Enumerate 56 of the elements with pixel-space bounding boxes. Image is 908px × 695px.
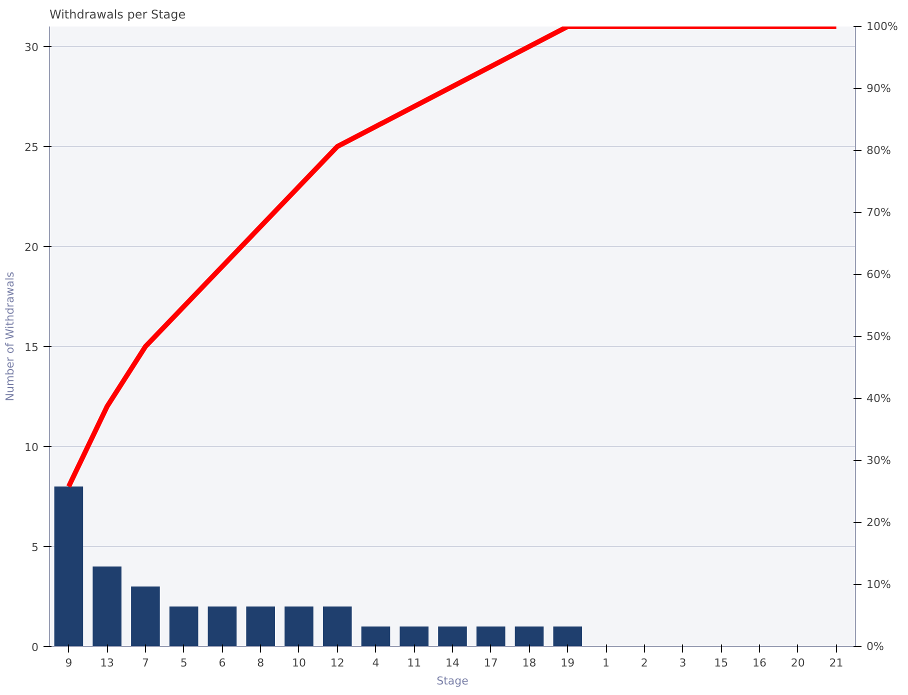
y2-tick-label: 50% [866,330,891,343]
x-tick-label: 11 [407,656,422,670]
x-tick-label: 6 [218,656,226,670]
x-tick-label: 8 [257,656,264,670]
bar [361,626,390,646]
y-tick-label: 0 [32,641,38,654]
chart-title: Withdrawals per Stage [50,8,186,22]
x-tick-label: 3 [679,656,686,670]
bar [438,626,467,646]
x-tick-label: 5 [180,656,188,670]
x-tick-label: 17 [484,656,498,670]
y2-tick-label: 0% [866,640,884,653]
x-tick-label: 12 [330,656,344,670]
y2-tick-label: 100% [866,20,898,33]
y-tick-label: 15 [24,341,39,354]
bar [322,606,352,646]
y-tick-label: 20 [24,241,39,254]
bar [553,626,582,646]
y2-tick-label: 70% [866,206,891,219]
x-tick-label: 1 [602,656,610,670]
x-tick-label: 16 [752,656,767,670]
y2-tick-label: 30% [866,454,891,467]
x-axis-title: Stage [436,674,469,688]
x-tick-label: 15 [714,656,728,670]
bar [54,486,84,646]
bar [92,566,122,646]
x-tick-label: 10 [292,656,306,670]
x-tick-label: 19 [560,656,575,670]
bar [208,606,237,646]
y2-tick-label: 10% [866,578,891,591]
x-tick-label: 18 [522,656,536,670]
x-tick-label: 13 [100,656,114,670]
x-tick-label: 14 [446,656,460,670]
y2-tick-label: 40% [866,392,891,405]
y2-tick-label: 80% [866,144,891,157]
x-tick-label: 20 [790,656,805,670]
y2-tick-label: 90% [866,82,891,95]
y2-tick-label: 20% [866,516,891,529]
y-tick-label: 5 [32,541,38,554]
x-tick-label: 9 [65,656,72,670]
y-tick-label: 30 [24,41,39,54]
y-tick-label: 25 [24,141,39,154]
bar [284,606,314,646]
bar [400,626,429,646]
y-axis-title: Number of Withdrawals [4,271,17,402]
x-tick-label: 21 [829,656,844,670]
bar [169,606,198,646]
bar [131,586,160,646]
x-tick-label: 4 [372,656,380,670]
bar [476,626,506,646]
x-tick-label: 2 [640,656,648,670]
y-tick-label: 10 [24,441,39,454]
bar [514,626,544,646]
bar [246,606,275,646]
y2-tick-label: 60% [866,268,891,281]
x-tick-label: 7 [142,656,149,670]
